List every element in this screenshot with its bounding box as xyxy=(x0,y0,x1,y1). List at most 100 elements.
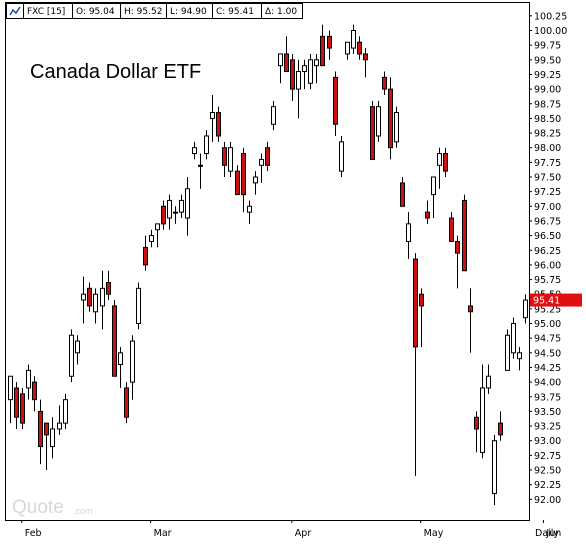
candle-body-down xyxy=(363,53,368,61)
candle xyxy=(130,335,135,400)
candle-body-down xyxy=(216,112,221,137)
y-tick-label: 92.50 xyxy=(534,466,561,477)
candle xyxy=(50,417,55,459)
candle xyxy=(486,364,491,394)
y-tick-label: 93.50 xyxy=(534,407,561,418)
candle-body-down xyxy=(357,41,362,55)
candle xyxy=(210,94,215,142)
candle-body-up xyxy=(517,352,522,360)
candle xyxy=(271,100,276,131)
candle xyxy=(474,411,479,453)
candle-body-up xyxy=(351,30,356,49)
candle xyxy=(357,36,362,60)
candle-body-down xyxy=(443,153,448,172)
candle xyxy=(382,71,387,95)
candle xyxy=(143,235,148,271)
candle xyxy=(222,141,227,177)
candle-body-up xyxy=(173,211,178,214)
candle xyxy=(106,270,111,301)
candle xyxy=(44,422,49,470)
candle xyxy=(228,141,233,177)
candle-body-down xyxy=(32,381,37,401)
candle-body-down xyxy=(455,240,460,254)
candle-body-up xyxy=(50,428,55,448)
candle-body-up xyxy=(271,106,276,125)
candle xyxy=(443,147,448,177)
candle xyxy=(38,399,43,465)
candle-body-up xyxy=(69,334,74,377)
candle xyxy=(523,294,528,324)
candle-body-down xyxy=(106,281,111,295)
last-price-marker: 95.41 xyxy=(530,293,582,307)
candle-body-up xyxy=(253,176,258,184)
candle-body-up xyxy=(63,399,68,424)
candle-body-up xyxy=(130,340,135,383)
candle-body-down xyxy=(87,287,92,307)
candle-body-down xyxy=(124,387,129,418)
last-price-label: 95.41 xyxy=(533,296,560,307)
candle-body-down xyxy=(143,246,148,266)
candle-body-up xyxy=(314,59,319,67)
candle xyxy=(462,194,467,272)
candle xyxy=(100,270,105,330)
y-tick-label: 95.25 xyxy=(534,304,561,315)
candle xyxy=(339,135,344,177)
candle-body-up xyxy=(149,235,154,242)
candle xyxy=(406,212,411,260)
y-tick-label: 98.75 xyxy=(534,99,561,110)
candle xyxy=(198,153,203,189)
candle xyxy=(498,411,503,441)
candle xyxy=(437,147,442,189)
candle-body-up xyxy=(118,352,123,366)
candle-body-down xyxy=(370,106,375,160)
candle xyxy=(81,276,86,324)
x-tick-label: Feb xyxy=(25,528,42,539)
quote-watermark: Quote xyxy=(12,497,64,518)
candle-body-up xyxy=(57,422,62,430)
y-tick-label: 92.00 xyxy=(534,495,561,506)
candle xyxy=(505,329,510,371)
candle xyxy=(167,194,172,230)
candle xyxy=(57,405,62,435)
candle xyxy=(419,288,424,347)
candle-body-down xyxy=(161,205,166,225)
candle xyxy=(124,382,129,424)
candle xyxy=(14,382,19,429)
candle-body-down xyxy=(44,422,49,436)
candle xyxy=(278,53,283,84)
y-tick-label: 99.75 xyxy=(534,41,561,52)
candle xyxy=(320,24,325,67)
last-price-bg xyxy=(530,293,582,307)
candle-body-down xyxy=(20,393,25,424)
y-tick-label: 93.00 xyxy=(534,436,561,447)
candle-body-up xyxy=(339,141,344,172)
candle-body-up xyxy=(308,59,313,84)
x-axis-unit-label: Daily xyxy=(535,528,559,539)
candle xyxy=(449,212,454,242)
candle xyxy=(26,364,31,400)
candle xyxy=(302,59,307,90)
candle xyxy=(370,100,375,160)
candle-body-up xyxy=(247,205,252,213)
candle-body-down xyxy=(388,88,393,149)
candle-body-down xyxy=(327,35,332,49)
candle-body-up xyxy=(523,299,528,319)
candle xyxy=(216,106,221,142)
x-tick-label: Jun xyxy=(545,528,561,539)
x-axis: Feb Mar Apr May Jun xyxy=(21,520,561,539)
candle xyxy=(425,200,430,224)
low-label: L: 94.90 xyxy=(170,7,207,17)
candle-body-down xyxy=(474,416,479,430)
candle-body-down xyxy=(222,147,227,166)
candle xyxy=(400,177,405,207)
symbol-label: FXC [15] xyxy=(27,7,65,17)
candle-body-up xyxy=(185,188,190,219)
candle-body-up xyxy=(210,112,215,119)
y-tick-label: 99.25 xyxy=(534,70,561,81)
y-axis: 92.00 92.25 92.50 92.75 93.00 93.25 93.50 93.75… xyxy=(529,11,567,506)
candle xyxy=(492,434,497,506)
high-label: H: 95.52 xyxy=(124,7,162,17)
candle xyxy=(333,71,338,136)
candle xyxy=(388,77,393,160)
